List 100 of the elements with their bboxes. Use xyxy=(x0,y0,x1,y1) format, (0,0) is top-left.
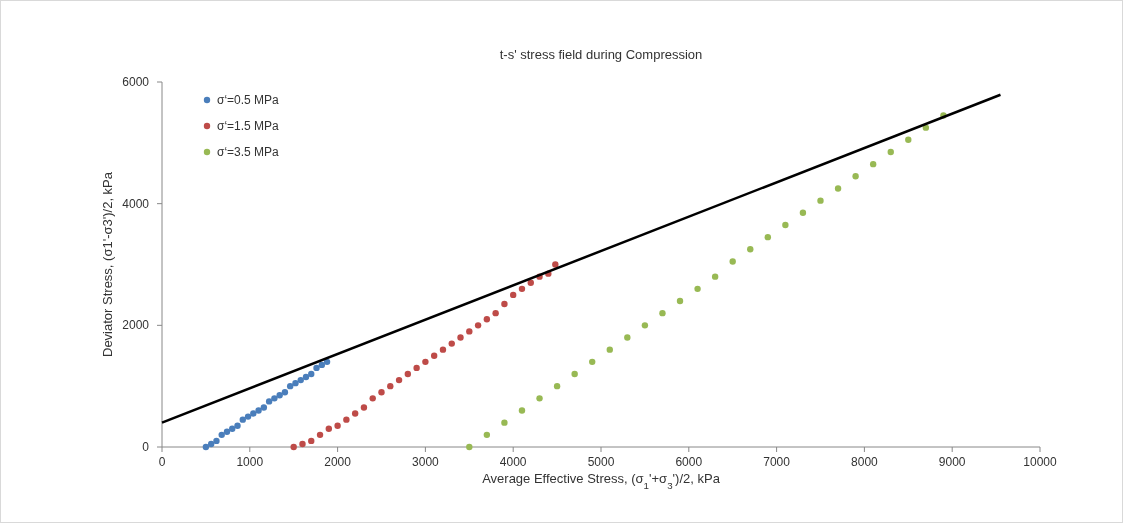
y-axis-title: Deviator Stress, (σ1'-σ3')/2, kPa xyxy=(100,171,115,358)
point xyxy=(313,364,320,372)
point xyxy=(281,389,289,396)
point xyxy=(202,443,210,451)
point xyxy=(492,309,499,317)
legend-label: σ‘=0.5 MPa xyxy=(217,93,280,107)
y-tick-label: 4000 xyxy=(122,196,150,211)
point xyxy=(239,416,246,423)
point xyxy=(422,358,429,366)
point xyxy=(501,419,508,426)
point xyxy=(395,376,403,384)
point xyxy=(297,376,304,384)
point xyxy=(641,322,649,329)
x-tick-label: 7000 xyxy=(763,455,791,469)
point xyxy=(466,328,473,335)
point xyxy=(260,404,268,411)
point xyxy=(527,279,534,286)
point xyxy=(510,291,517,299)
point xyxy=(351,410,359,417)
point xyxy=(589,358,596,366)
point xyxy=(369,395,376,402)
x-axis-title: Average Effective Stress, (σ$_{1}$'+σ$_{3}$')/2, kPa xyxy=(482,471,721,491)
x-tick-label: 3000 xyxy=(412,455,440,469)
point xyxy=(624,334,631,341)
point xyxy=(834,185,842,192)
point xyxy=(457,334,464,341)
point xyxy=(292,379,299,387)
y-tick-label: 6000 xyxy=(122,75,150,89)
point xyxy=(448,340,455,347)
point xyxy=(852,173,859,180)
point xyxy=(869,160,877,168)
point xyxy=(430,352,438,359)
x-tick-label: 1000 xyxy=(236,455,264,469)
point xyxy=(413,364,420,372)
chart-title: t-s' stress field during Compression xyxy=(499,47,703,62)
point xyxy=(234,422,241,429)
point xyxy=(782,221,789,229)
x-tick-label: 6000 xyxy=(675,455,703,469)
point xyxy=(571,370,578,378)
point xyxy=(905,136,912,143)
x-tick-label: 10000 xyxy=(1023,455,1058,469)
point xyxy=(552,261,559,268)
point xyxy=(290,443,297,451)
point xyxy=(218,431,225,439)
point xyxy=(483,316,491,323)
point xyxy=(817,197,824,204)
point xyxy=(518,407,526,414)
point xyxy=(299,440,306,448)
point xyxy=(250,410,257,417)
point xyxy=(378,389,385,396)
point xyxy=(207,440,215,448)
point xyxy=(265,398,273,405)
point xyxy=(536,395,543,402)
x-tick-label: 5000 xyxy=(587,455,615,469)
point xyxy=(694,285,701,293)
point xyxy=(466,443,473,451)
point xyxy=(271,395,278,402)
point xyxy=(676,297,684,305)
point xyxy=(308,370,315,378)
point xyxy=(308,437,315,445)
point xyxy=(244,413,252,420)
point xyxy=(439,346,447,353)
point xyxy=(799,209,807,216)
point xyxy=(334,422,341,429)
point xyxy=(553,382,561,390)
point xyxy=(711,273,719,280)
point xyxy=(483,431,491,439)
x-tick-label: 0 xyxy=(158,455,166,469)
point xyxy=(474,322,482,329)
point xyxy=(316,431,324,439)
point xyxy=(323,358,331,366)
point xyxy=(255,407,262,414)
point xyxy=(518,285,526,293)
point xyxy=(501,300,508,308)
y-tick-label: 2000 xyxy=(122,318,150,333)
legend-label: σ‘=1.5 MPa xyxy=(217,119,280,133)
point xyxy=(606,346,613,353)
point xyxy=(213,437,220,445)
point xyxy=(343,416,350,423)
point xyxy=(404,370,412,378)
point xyxy=(318,361,325,369)
point xyxy=(747,246,754,253)
point xyxy=(325,425,333,432)
point xyxy=(360,404,368,411)
point xyxy=(387,382,394,390)
x-tick-label: 8000 xyxy=(851,455,879,469)
point xyxy=(887,148,894,156)
point xyxy=(223,428,231,435)
legend-label: σ‘=3.5 MPa xyxy=(217,145,280,159)
point xyxy=(286,382,294,390)
point xyxy=(729,258,736,265)
x-tick-label: 9000 xyxy=(938,455,966,469)
y-tick-label: 0 xyxy=(142,440,150,454)
point xyxy=(276,392,283,399)
point xyxy=(764,233,772,241)
point xyxy=(302,373,310,381)
x-tick-label: 2000 xyxy=(324,455,352,469)
point xyxy=(659,309,666,317)
point xyxy=(229,425,236,432)
x-tick-label: 4000 xyxy=(499,455,527,469)
